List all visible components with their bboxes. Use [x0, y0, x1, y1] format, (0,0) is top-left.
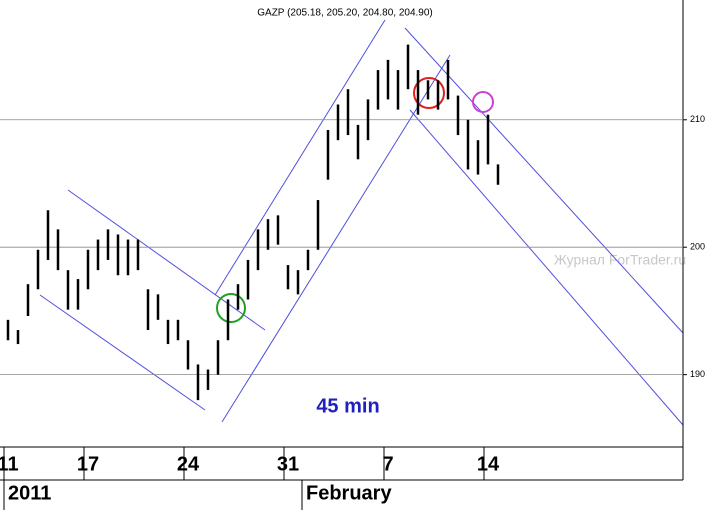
channel-line — [39, 294, 206, 411]
y-tick-label: 190 — [690, 369, 705, 379]
period-label: February — [306, 482, 392, 504]
signal-circle — [216, 293, 246, 323]
channels — [39, 19, 684, 426]
x-tick-label: 31 — [277, 453, 299, 475]
signal-circle — [472, 91, 494, 113]
x-tick-label: 11 — [0, 453, 19, 475]
x-tick-label: 17 — [77, 453, 99, 475]
x-tick-label: 24 — [177, 453, 200, 475]
y-tick-label: 210 — [690, 114, 705, 124]
period-label: 2011 — [8, 482, 51, 504]
y-tick-label: 200 — [690, 242, 705, 252]
signal-circle — [413, 77, 445, 109]
chart-title: GAZP (205.18, 205.20, 204.80, 204.90) — [257, 8, 433, 19]
x-tick-label: 7 — [382, 453, 393, 475]
watermark: Журнал ForTrader.ru — [554, 252, 686, 268]
channel-line — [409, 109, 684, 426]
x-tick-label: 14 — [477, 453, 500, 475]
channel-line — [221, 54, 451, 423]
timeframe-label: 45 min — [316, 395, 379, 417]
channel-line — [214, 19, 386, 296]
channel-line — [67, 189, 266, 331]
channel-line — [404, 27, 684, 334]
